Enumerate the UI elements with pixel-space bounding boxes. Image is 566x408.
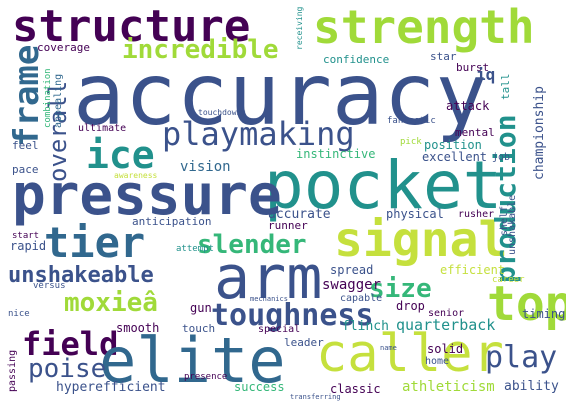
word-special: special xyxy=(258,324,301,335)
word-awareness: awareness xyxy=(114,171,158,180)
word-pressure: pressure xyxy=(12,163,282,228)
word-tall: tall xyxy=(499,73,512,101)
word-presence: presence xyxy=(184,372,228,382)
word-physical: physical xyxy=(386,207,444,221)
word-leader: leader xyxy=(284,336,324,349)
word-quarterback: quarterback xyxy=(396,316,496,334)
word-senior: senior xyxy=(428,308,465,319)
word-championship: championship xyxy=(532,86,547,180)
word-classic: classic xyxy=(330,382,381,396)
word-transferring: transferring xyxy=(290,393,341,401)
word-mechanics: mechanics xyxy=(250,295,288,303)
word-frame: frame xyxy=(7,44,47,147)
word-feel: feel xyxy=(12,139,39,152)
word-top: top xyxy=(487,276,566,332)
word-tier: tier xyxy=(44,218,146,267)
word-accuracy: accuracy xyxy=(73,45,488,145)
word-gun: gun xyxy=(190,301,212,315)
word-toughness: toughness xyxy=(211,298,374,333)
word-timing: timing xyxy=(522,307,566,321)
word-moxiea: moxieâ xyxy=(64,288,158,318)
word-mental: mental xyxy=(455,126,495,139)
word-career: career xyxy=(492,275,525,285)
word-poise: poise xyxy=(28,354,107,384)
word-receiving: receiving xyxy=(295,6,304,50)
word-start: start xyxy=(12,231,40,241)
word-efficient: efficient xyxy=(440,263,506,277)
word-pocket: pocket xyxy=(264,147,503,224)
word-shelf: shelf xyxy=(499,205,510,236)
word-drop: drop xyxy=(396,299,425,313)
word-versus: versus xyxy=(33,281,66,291)
word-play: play xyxy=(485,340,558,375)
word-vision: vision xyxy=(180,159,231,175)
word-accurate: accurate xyxy=(268,207,331,222)
word-excellent: excellent xyxy=(422,150,488,164)
word-solid: solid xyxy=(427,342,464,356)
word-passing: passing xyxy=(7,349,18,392)
word-hyperefficient: hyperefficient xyxy=(56,380,166,395)
word-star: star xyxy=(430,50,457,63)
word-unshakeable: unshakeable xyxy=(8,263,154,288)
word-runner: runner xyxy=(268,219,308,232)
word-home: home xyxy=(425,356,450,367)
word-signal: signal xyxy=(334,212,508,268)
word-strength: strength xyxy=(313,0,535,54)
word-flinch: flinch xyxy=(342,319,389,334)
word-combination: combination xyxy=(43,68,53,128)
word-position: position xyxy=(424,138,482,152)
word-confidence: confidence xyxy=(323,53,390,66)
word-field: field xyxy=(22,325,119,363)
word-iq: iq xyxy=(476,65,496,84)
word-attempt: attempt xyxy=(176,244,214,254)
word-capable: capable xyxy=(340,293,383,304)
word-nice: nice xyxy=(8,309,30,319)
word-fantastic: fantastic xyxy=(387,116,436,126)
word-swagger: swagger xyxy=(322,277,382,293)
word-slender: slender xyxy=(197,230,307,260)
word-pace: pace xyxy=(12,163,39,176)
word-arm: arm xyxy=(214,243,323,313)
word-ultimate: ultimate xyxy=(78,123,127,134)
word-job: job xyxy=(492,152,511,163)
word-structure: structure xyxy=(12,1,251,52)
word-size: size xyxy=(369,274,432,304)
word-spread: spread xyxy=(330,263,374,277)
word-elite: elite xyxy=(99,324,286,397)
word-success: success xyxy=(234,380,285,394)
word-burst: burst xyxy=(456,61,490,74)
word-pick: pick xyxy=(400,137,422,147)
word-ice: ice xyxy=(86,133,155,177)
word-rapid: rapid xyxy=(10,239,47,253)
word-appealing: appealing xyxy=(53,73,64,128)
word-anticipation: anticipation xyxy=(132,215,212,228)
word-athleticism: athleticism xyxy=(402,379,495,395)
word-touchdowns: touchdowns xyxy=(198,108,247,117)
word-rusher: rusher xyxy=(458,209,495,220)
word-attack: attack xyxy=(446,99,490,113)
word-touch: touch xyxy=(182,322,216,335)
word-playmaking: playmaking xyxy=(162,115,355,153)
word-instinctive: instinctive xyxy=(296,147,376,161)
word-coverage: coverage xyxy=(37,41,90,54)
word-smooth: smooth xyxy=(116,321,160,335)
word-incredible: incredible xyxy=(122,35,279,65)
word-caller: caller xyxy=(316,324,504,384)
word-ability: ability xyxy=(504,379,559,394)
word-name: name xyxy=(380,344,397,352)
